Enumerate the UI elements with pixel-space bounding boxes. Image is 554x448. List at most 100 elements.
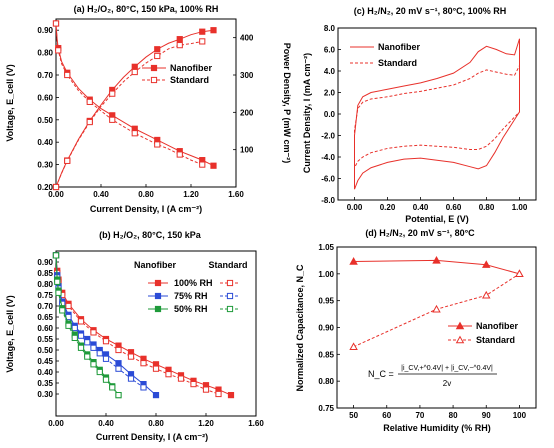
series-standard-75rh-marker (127, 375, 135, 382)
series-standard-50rh-marker (102, 376, 110, 383)
series-power-nanofiber-marker (131, 63, 138, 70)
x-tick-label: 100 (513, 411, 527, 420)
series-standard-75rh-marker (71, 324, 78, 332)
series-voltage-standard-marker (131, 130, 138, 137)
series-voltage-nanofiber-marker (210, 162, 217, 169)
series-power-standard-marker (199, 38, 206, 45)
capacitance-equation: N_C = |i_CV,+^0.4V| + |i_CV,−^0.4V| 2v (368, 365, 497, 388)
x-tick-label: 70 (415, 411, 424, 420)
series-standard-75rh-marker (115, 365, 122, 372)
series-nc-nanofiber-line (353, 259, 520, 275)
series-power-nanofiber-marker (210, 27, 217, 34)
series-power-standard-marker (109, 90, 116, 97)
x-tick-label: 0.80 (479, 203, 495, 212)
panel-d-normalized-capacitance: 50 60 70 80 90 100 0.75 0.80 0.85 0.90 0.95 1.00 1.0… (295, 228, 537, 433)
x-tick-label: 0.80 (148, 419, 164, 428)
y2-tick-label: 400 (240, 34, 254, 43)
series-standard-75rh-marker (77, 332, 85, 339)
y-tick-label: 0.80 (37, 280, 53, 289)
y-tick-label: 1.05 (318, 243, 334, 252)
series-nanofiber-100rh-marker (227, 392, 235, 399)
series-standard-50rh-marker (52, 252, 60, 259)
series-voltage-standard-marker (86, 98, 93, 105)
chart-title: (d) H₂/N₂, 20 mV s⁻¹, 80°C (365, 228, 475, 238)
x-axis-label: Current Density, I (A cm⁻²) (96, 432, 208, 442)
series-standard-75rh-marker (84, 339, 91, 346)
panel-b-humidity-polarization: 0.00 0.40 0.80 1.20 1.60 0.30 0.35 0.40 0.45 0.50… (5, 230, 264, 442)
series-nc-standard-marker (349, 342, 358, 351)
series-voltage-standard-marker (55, 47, 62, 54)
y-tick-label: 0.75 (318, 404, 334, 413)
series-power-standard-marker (176, 42, 183, 49)
chart-title: (a) H₂/O₂, 80°C, 150 kPa, 100% RH (74, 4, 219, 14)
legend-nanofiber-swatch-marker (154, 279, 162, 287)
x-tick-label: 1.00 (512, 203, 528, 212)
y-tick-label: 0.20 (37, 183, 53, 192)
x-tick-label: 0.80 (138, 190, 154, 199)
x-tick-label: 1.20 (183, 190, 199, 199)
x-tick-label: 0.00 (48, 190, 64, 199)
y-tick-label: 6.0 (324, 46, 336, 55)
series-standard-50rh-marker (90, 361, 97, 368)
series-standard-100rh-marker (190, 381, 197, 388)
legend-label: 50% RH (174, 304, 208, 314)
x-tick-label: 1.20 (198, 419, 214, 428)
y-tick-label: 0.95 (318, 297, 334, 306)
series-voltage-nanofiber-line (55, 23, 214, 167)
series-voltage-standard-marker (176, 151, 183, 158)
series-standard-50rh-marker (77, 344, 85, 351)
series-nc-standard-line (353, 273, 520, 348)
equation-denominator: 2v (443, 379, 451, 388)
y2-tick-label: 100 (240, 146, 254, 155)
series-voltage-standard-marker (52, 20, 60, 27)
series-standard-50rh-marker (71, 334, 78, 341)
x-tick-label: 90 (482, 411, 491, 420)
series-power-standard-marker (64, 157, 71, 164)
series-standard-100rh-marker (165, 371, 172, 378)
series-standard-100rh-marker (215, 390, 222, 398)
legend-nanofiber-swatch-marker (154, 292, 162, 300)
y-tick-label: 0.60 (37, 93, 53, 102)
series-standard-100rh-marker (127, 353, 135, 360)
chart-title: (c) H₂/N₂, 20 mV s⁻¹, 80°C, 100% RH (354, 6, 506, 16)
legend-header-nanofiber: Nanofiber (134, 260, 177, 270)
series-standard-100rh-marker (152, 365, 160, 372)
legend-standard-swatch-marker (455, 335, 465, 344)
series-power-standard-marker (52, 183, 60, 191)
series-nc-nanofiber-marker (432, 255, 441, 264)
y-tick-label: 0.30 (37, 390, 53, 399)
legend-standard-label: Standard (170, 75, 209, 85)
x-tick-label: 0.00 (48, 419, 64, 428)
y-tick-label: 0.35 (37, 379, 53, 388)
series-standard-100rh-marker (65, 302, 72, 310)
series-standard-100rh-line (55, 255, 219, 395)
y-tick-label: 2.0 (324, 89, 336, 98)
series-standard-100rh-marker (140, 360, 147, 367)
x-tick-label: 80 (449, 411, 458, 420)
legend-header-standard: Standard (208, 260, 247, 270)
x-tick-label: 50 (349, 411, 358, 420)
y-tick-label: 0.90 (37, 26, 53, 35)
series-standard-100rh-marker (202, 386, 210, 393)
legend-standard-label: Standard (476, 335, 515, 345)
panel-c-cyclic-voltammogram: 0.00 0.20 0.40 0.60 0.80 1.00 -8.0 -6.0 -4.0 -2.0… (302, 6, 537, 224)
y-axis-label: Current Density, I (mA cm⁻²) (302, 53, 312, 173)
series-standard-75rh-marker (102, 355, 110, 362)
series-power-standard-marker (86, 118, 93, 126)
y-tick-label: 0.0 (324, 110, 336, 119)
series-standard-50rh-marker (65, 322, 72, 329)
series-cv-standard-line (354, 65, 520, 168)
series-nc-standard-marker (515, 269, 524, 278)
y-tick-label: 0.65 (37, 313, 53, 322)
x-tick-label: 0.40 (93, 190, 109, 199)
series-standard-100rh-marker (90, 329, 97, 336)
series-standard-75rh-marker (90, 344, 97, 351)
series-standard-50rh-marker (115, 392, 122, 399)
x-tick-label: 0.00 (347, 203, 363, 212)
series-power-nanofiber-marker (199, 28, 206, 35)
y-tick-label: -6.0 (321, 175, 335, 184)
equation-numerator: |i_CV,+^0.4V| + |i_CV,−^0.4V| (401, 365, 493, 372)
series-nc-standard-marker (482, 290, 491, 299)
y-axis-label: Normalized Capacitance, N_C (295, 264, 305, 392)
